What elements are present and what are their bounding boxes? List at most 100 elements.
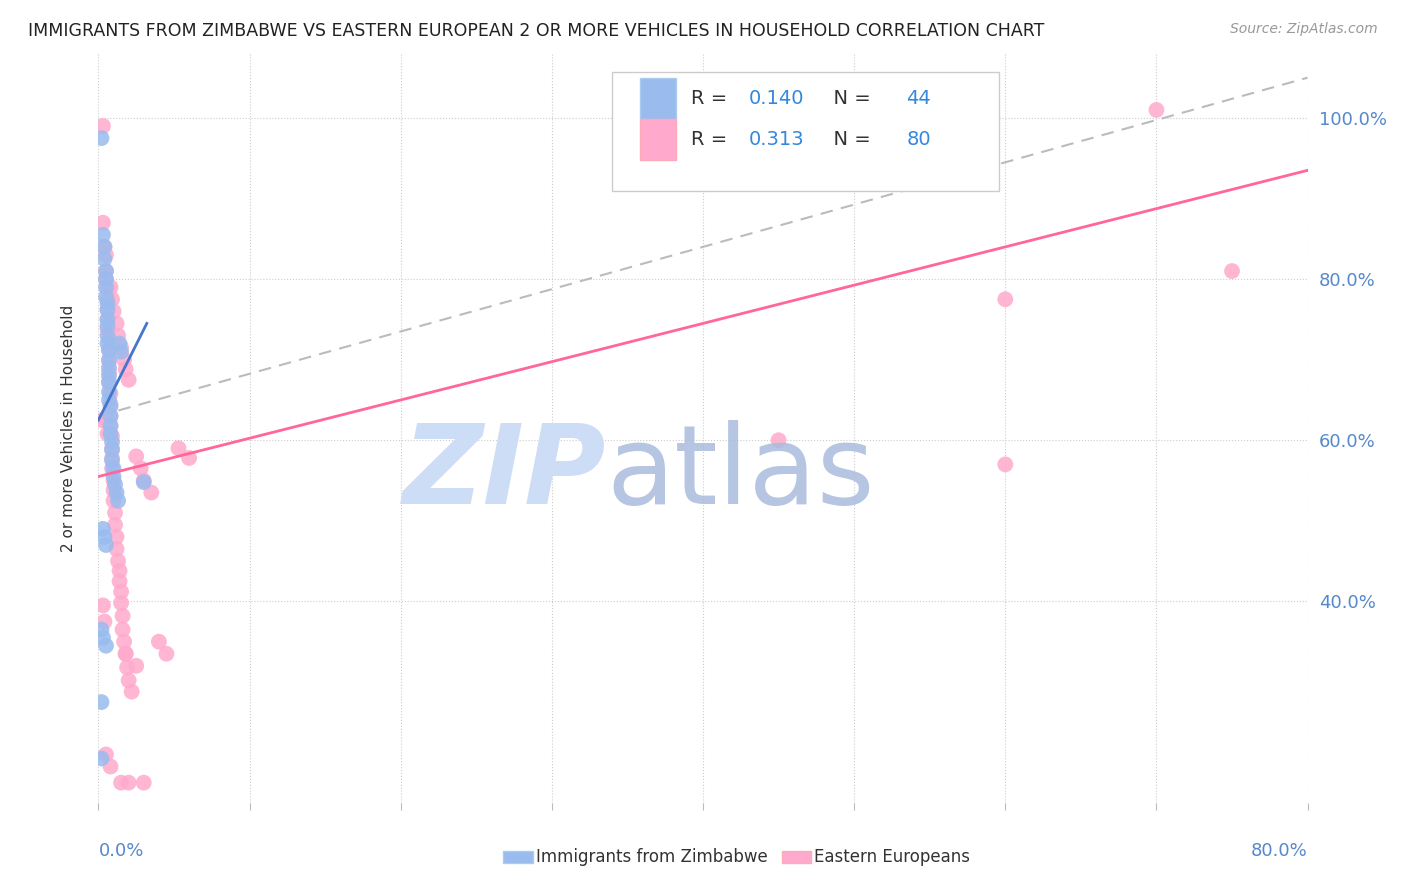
Point (108, 336, 131, 351)
Point (90, 751, 112, 765)
Point (114, 647, 136, 661)
Point (98, 352, 121, 367)
Point (103, 469, 125, 483)
Point (91, 522, 114, 536)
Point (110, 596, 132, 610)
Text: 0.0%: 0.0% (98, 842, 143, 860)
Point (125, 658, 148, 673)
Point (107, 554, 129, 568)
Point (98, 333, 121, 347)
Text: Immigrants from Zimbabwe: Immigrants from Zimbabwe (536, 847, 768, 866)
Point (98, 354, 121, 368)
Point (101, 453, 124, 467)
Point (96, 282, 118, 296)
Point (101, 292, 124, 306)
Point (94, 639, 117, 653)
Point (100, 280, 122, 294)
Text: ZIP: ZIP (402, 419, 606, 526)
Point (110, 775, 132, 789)
Point (103, 474, 125, 488)
Point (115, 660, 138, 674)
Point (105, 541, 128, 556)
Point (1144, 103, 1167, 117)
Point (118, 373, 141, 387)
Point (94, 264, 117, 278)
Point (104, 477, 127, 491)
Point (98, 392, 121, 407)
Point (110, 584, 132, 599)
Point (100, 397, 122, 411)
Point (96, 322, 118, 336)
Point (155, 647, 177, 661)
Point (768, 434, 790, 448)
Point (96, 426, 118, 441)
Point (94, 413, 117, 427)
Point (118, 673, 141, 688)
Point (101, 442, 124, 456)
Point (100, 759, 122, 773)
Point (94, 264, 117, 278)
Text: N =: N = (821, 89, 877, 108)
Point (112, 634, 135, 648)
Point (110, 341, 132, 355)
Point (90, 695, 112, 709)
Point (94, 272, 117, 286)
Point (103, 493, 125, 508)
Point (101, 434, 124, 449)
Point (132, 775, 155, 789)
Point (111, 608, 134, 623)
Point (129, 461, 152, 475)
Point (91, 227, 114, 242)
Point (104, 517, 127, 532)
Point (100, 409, 122, 423)
Point (132, 474, 155, 488)
Point (91, 216, 114, 230)
Point (98, 368, 121, 383)
Point (91, 599, 114, 613)
Point (132, 475, 155, 490)
Point (114, 362, 136, 376)
Point (104, 506, 127, 520)
Point (994, 458, 1017, 472)
Point (93, 615, 115, 629)
Point (90, 131, 112, 145)
Point (100, 409, 122, 423)
Point (108, 564, 131, 578)
Point (98, 343, 121, 357)
Point (91, 631, 114, 645)
Text: 0.140: 0.140 (749, 89, 804, 108)
Point (141, 485, 163, 500)
Y-axis label: 2 or more Vehicles in Household: 2 or more Vehicles in Household (60, 304, 76, 552)
Point (121, 684, 143, 698)
Bar (503, 851, 533, 863)
Text: IMMIGRANTS FROM ZIMBABWE VS EASTERN EUROPEAN 2 OR MORE VEHICLES IN HOUSEHOLD COR: IMMIGRANTS FROM ZIMBABWE VS EASTERN EURO… (28, 22, 1045, 40)
Point (110, 344, 132, 359)
Text: 80: 80 (905, 130, 931, 149)
Point (100, 418, 122, 433)
Bar (782, 851, 811, 863)
Point (98, 376, 121, 390)
Point (90, 413, 112, 427)
Point (96, 296, 118, 310)
Point (103, 461, 125, 475)
Text: Eastern Europeans: Eastern Europeans (814, 847, 970, 866)
Point (96, 292, 118, 306)
Point (93, 530, 115, 544)
Point (114, 647, 136, 661)
Point (125, 450, 148, 464)
Point (98, 376, 121, 390)
Point (98, 384, 121, 399)
Point (100, 426, 122, 441)
Point (96, 312, 118, 326)
Bar (640, 119, 676, 161)
Point (105, 317, 128, 331)
Point (105, 530, 128, 544)
Point (101, 442, 124, 457)
Point (100, 386, 122, 401)
Point (96, 302, 118, 317)
Point (100, 400, 122, 414)
Point (100, 418, 122, 433)
Point (118, 775, 141, 789)
Point (1220, 264, 1243, 278)
Point (94, 272, 117, 286)
